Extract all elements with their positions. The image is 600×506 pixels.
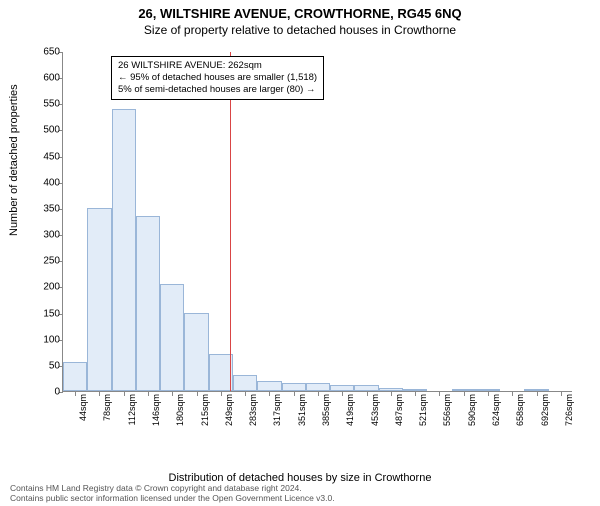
- histogram-bar: [87, 208, 111, 391]
- histogram-bar: [282, 383, 306, 391]
- xtick-mark: [148, 392, 149, 396]
- ytick-label: 200: [20, 282, 60, 293]
- xtick-mark: [561, 392, 562, 396]
- histogram-bar: [379, 388, 403, 391]
- xtick-label: 556sqm: [442, 394, 452, 426]
- xtick-mark: [172, 392, 173, 396]
- xtick-label: 249sqm: [224, 394, 234, 426]
- ytick-label: 300: [20, 230, 60, 241]
- annotation-line-3: 5% of semi-detached houses are larger (8…: [118, 84, 317, 96]
- xtick-label: 180sqm: [175, 394, 185, 426]
- xtick-label: 385sqm: [321, 394, 331, 426]
- histogram-bar: [233, 375, 257, 391]
- xtick-mark: [294, 392, 295, 396]
- annotation-line-2: ← 95% of detached houses are smaller (1,…: [118, 72, 317, 84]
- xtick-mark: [99, 392, 100, 396]
- xtick-mark: [512, 392, 513, 396]
- xtick-mark: [269, 392, 270, 396]
- histogram-bar: [209, 354, 233, 391]
- ytick-label: 650: [20, 47, 60, 58]
- histogram-bar: [403, 389, 427, 391]
- ytick-label: 250: [20, 256, 60, 267]
- histogram-bar: [306, 383, 330, 391]
- histogram-bar: [136, 216, 160, 391]
- xtick-label: 146sqm: [151, 394, 161, 426]
- histogram-bar: [476, 389, 500, 391]
- ytick-label: 0: [20, 387, 60, 398]
- xtick-mark: [245, 392, 246, 396]
- ytick-label: 400: [20, 177, 60, 188]
- xtick-mark: [464, 392, 465, 396]
- xtick-label: 317sqm: [272, 394, 282, 426]
- ytick-label: 100: [20, 334, 60, 345]
- xtick-mark: [488, 392, 489, 396]
- xtick-mark: [197, 392, 198, 396]
- xtick-label: 44sqm: [78, 394, 88, 421]
- histogram-bar: [524, 389, 548, 391]
- annotation-box: 26 WILTSHIRE AVENUE: 262sqm← 95% of deta…: [111, 56, 324, 100]
- ytick-label: 450: [20, 151, 60, 162]
- histogram-bar: [452, 389, 476, 391]
- xtick-label: 453sqm: [370, 394, 380, 426]
- xtick-mark: [124, 392, 125, 396]
- xtick-label: 521sqm: [418, 394, 428, 426]
- chart-title-sub: Size of property relative to detached ho…: [0, 23, 600, 37]
- ytick-label: 50: [20, 360, 60, 371]
- xtick-mark: [367, 392, 368, 396]
- histogram-bar: [112, 109, 136, 391]
- xtick-label: 726sqm: [564, 394, 574, 426]
- histogram-bar: [63, 362, 87, 391]
- xtick-label: 419sqm: [345, 394, 355, 426]
- histogram-bar: [257, 381, 281, 391]
- xtick-label: 624sqm: [491, 394, 501, 426]
- footer-attribution: Contains HM Land Registry data © Crown c…: [10, 484, 335, 504]
- xtick-label: 283sqm: [248, 394, 258, 426]
- footer-line-2: Contains public sector information licen…: [10, 494, 335, 504]
- xtick-mark: [318, 392, 319, 396]
- xtick-mark: [342, 392, 343, 396]
- histogram-bar: [160, 284, 184, 391]
- xtick-label: 215sqm: [200, 394, 210, 426]
- xtick-mark: [439, 392, 440, 396]
- histogram-bar: [330, 385, 354, 391]
- annotation-line-1: 26 WILTSHIRE AVENUE: 262sqm: [118, 60, 317, 72]
- chart-title-main: 26, WILTSHIRE AVENUE, CROWTHORNE, RG45 6…: [0, 6, 600, 21]
- ytick-label: 150: [20, 308, 60, 319]
- xtick-label: 658sqm: [515, 394, 525, 426]
- chart-area: 0501001502002503003504004505005506006504…: [62, 52, 572, 432]
- ytick-label: 350: [20, 203, 60, 214]
- y-axis-label: Number of detached properties: [8, 84, 20, 236]
- x-axis-label: Distribution of detached houses by size …: [0, 472, 600, 484]
- xtick-label: 487sqm: [394, 394, 404, 426]
- xtick-label: 351sqm: [297, 394, 307, 426]
- xtick-label: 112sqm: [127, 394, 137, 425]
- xtick-mark: [415, 392, 416, 396]
- xtick-mark: [391, 392, 392, 396]
- xtick-mark: [221, 392, 222, 396]
- ytick-label: 600: [20, 73, 60, 84]
- xtick-label: 78sqm: [102, 394, 112, 421]
- plot-area: 0501001502002503003504004505005506006504…: [62, 52, 572, 392]
- ytick-label: 550: [20, 99, 60, 110]
- reference-line: [230, 52, 231, 391]
- histogram-bar: [354, 385, 378, 391]
- ytick-label: 500: [20, 125, 60, 136]
- xtick-mark: [75, 392, 76, 396]
- histogram-bar: [184, 313, 208, 391]
- xtick-label: 692sqm: [540, 394, 550, 426]
- xtick-label: 590sqm: [467, 394, 477, 426]
- xtick-mark: [537, 392, 538, 396]
